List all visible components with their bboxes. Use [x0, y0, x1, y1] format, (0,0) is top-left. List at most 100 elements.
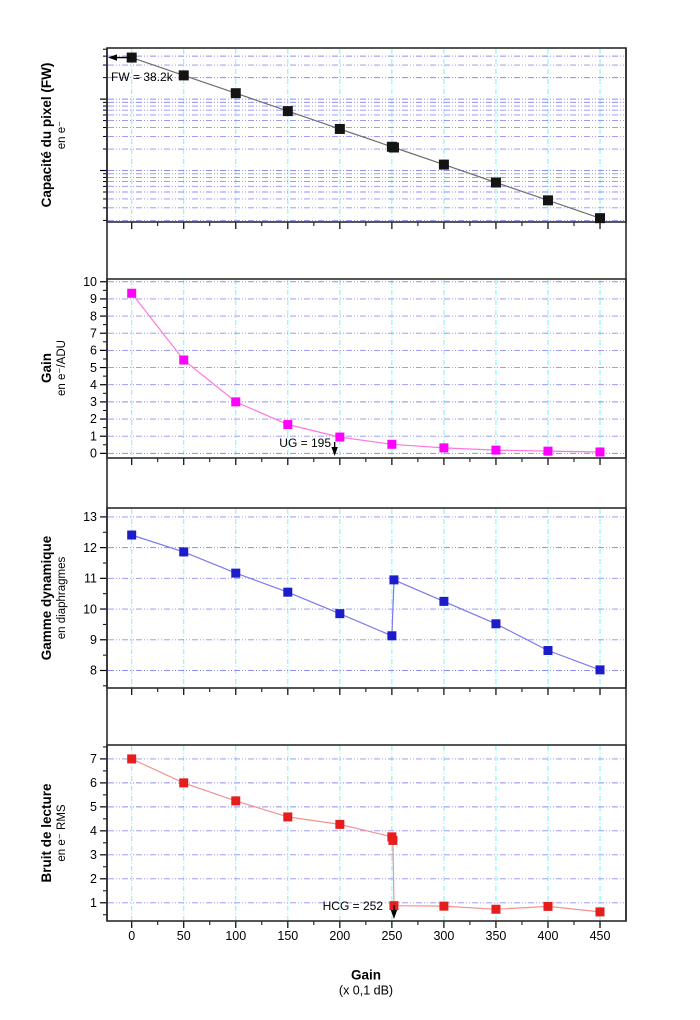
data-point-marker: [283, 420, 293, 430]
y-tick-label: 0: [90, 447, 97, 461]
data-point-marker: [595, 665, 605, 675]
down-arrow-icon: [331, 447, 338, 456]
series-line-bruit-de-lecture: [131, 758, 601, 913]
y-tick-label: 1: [90, 429, 97, 443]
y-tick-label: 4: [90, 378, 97, 392]
y-tick-label: 5: [90, 361, 97, 375]
y-tick-label: 8: [90, 309, 97, 323]
data-point-marker: [543, 901, 553, 911]
data-point-marker: [439, 596, 449, 606]
data-point-marker: [543, 646, 553, 656]
y-axis-title-main: Gamme dynamique: [39, 535, 54, 661]
data-point-marker: [439, 901, 449, 911]
annotation-ug: UG = 195: [279, 436, 331, 450]
x-tick-label: 300: [433, 929, 454, 943]
data-point-marker: [387, 439, 397, 449]
data-point-marker: [595, 213, 606, 224]
x-tick-label: 150: [277, 929, 298, 943]
data-point-marker: [179, 547, 189, 557]
y-tick-label: 10: [83, 602, 97, 616]
y-tick-label: 6: [90, 344, 97, 358]
data-point-marker: [595, 447, 605, 457]
y-tick-label: 2: [90, 412, 97, 426]
data-point-marker: [231, 796, 241, 806]
data-point-marker: [126, 52, 137, 63]
y-tick-label: 10: [83, 275, 97, 289]
data-point-marker: [490, 177, 501, 188]
x-tick-label: 100: [225, 929, 246, 943]
y-tick-label: 6: [90, 776, 97, 790]
data-point-marker: [335, 609, 345, 619]
data-point-marker: [127, 754, 137, 764]
data-point-marker: [334, 123, 345, 134]
y-tick-label: 3: [90, 848, 97, 862]
panel-4-bruit-de-lecture: 1 2 3 4 5 6 7 0 50 100 150 200 250 300 350 400 450: [90, 744, 627, 943]
left-arrow-icon: [108, 54, 117, 61]
x-tick-label: 400: [538, 929, 559, 943]
y-axis-title-bruit: Bruit de lecture en e⁻ RMS: [39, 783, 69, 882]
y-tick-label: 8: [90, 664, 97, 678]
x-tick-label: 250: [381, 929, 402, 943]
data-point-marker: [283, 587, 293, 597]
data-point-marker: [543, 446, 553, 456]
y-tick-label: 2: [90, 872, 97, 886]
data-point-marker: [387, 631, 397, 641]
down-arrow-icon: [390, 910, 398, 919]
x-axis-title-main: Gain: [350, 967, 381, 983]
y-axis-title-main: Bruit de lecture: [39, 783, 54, 883]
data-point-marker: [282, 106, 293, 117]
data-point-marker: [542, 195, 553, 206]
data-point-marker: [335, 432, 345, 442]
data-point-marker: [388, 142, 399, 153]
y-axis-title-sub: en diaphragmes: [56, 556, 68, 640]
data-point-marker: [595, 907, 605, 917]
panel-1-capacite-du-pixel: [100, 47, 627, 229]
annotation-fw: FW = 38.2k: [111, 70, 173, 84]
y-axis-title-sub: en e⁻ RMS: [56, 804, 68, 862]
data-point-marker: [179, 355, 189, 365]
y-axis-title-gamme-dynamique: Gamme dynamique en diaphragmes: [39, 536, 69, 661]
data-point-marker: [491, 904, 501, 914]
x-tick-label: 0: [128, 929, 135, 943]
data-point-marker: [231, 397, 241, 407]
data-point-marker: [127, 530, 137, 540]
y-tick-label: 9: [90, 292, 97, 306]
y-tick-label: 7: [90, 752, 97, 766]
data-point-marker: [439, 443, 449, 453]
data-point-marker: [231, 568, 241, 578]
y-tick-label: 4: [90, 824, 97, 838]
y-tick-label: 11: [84, 572, 97, 586]
annotation-hcg: HCG = 252: [322, 899, 383, 913]
data-point-marker: [178, 70, 189, 81]
y-tick-label: 9: [90, 633, 97, 647]
y-axis-title-main: Capacité du pixel (FW): [39, 62, 54, 208]
y-tick-label: 1: [90, 896, 97, 910]
y-axis-title-capacite: Capacité du pixel (FW) en e⁻: [39, 63, 69, 208]
data-point-marker: [127, 288, 137, 298]
y-axis-title-main: Gain: [39, 353, 54, 384]
y-tick-label: 13: [83, 510, 97, 524]
data-point-marker: [438, 159, 449, 170]
x-axis-title-sub: (x 0,1 dB): [338, 983, 394, 998]
data-point-marker: [491, 445, 501, 455]
y-tick-label: 5: [90, 800, 97, 814]
y-tick-label: 7: [90, 326, 97, 340]
x-tick-label: 200: [329, 929, 350, 943]
x-tick-label: 50: [177, 929, 191, 943]
series-line-gamme-dynamique: [131, 534, 601, 671]
data-point-marker: [179, 778, 189, 788]
data-point-marker: [230, 88, 241, 99]
data-point-marker: [283, 812, 293, 822]
y-axis-title-sub: en e⁻: [56, 120, 68, 150]
data-point-marker: [389, 575, 399, 585]
panel-3-gamme-dynamique: 8 9 10 11 12 13: [83, 507, 627, 695]
series-line-gain: [131, 292, 601, 453]
y-tick-label: 3: [90, 395, 97, 409]
series-line-capacite-du-pixel: [131, 57, 601, 219]
y-axis-title-gain: Gain en e⁻/ADU: [39, 340, 69, 396]
y-axis-title-sub: en e⁻/ADU: [56, 340, 68, 396]
x-tick-label: 350: [486, 929, 507, 943]
panel-2-gain: 0 1 2 3 4 5 6 7 8 9 10: [83, 275, 627, 465]
data-point-marker: [491, 619, 501, 629]
